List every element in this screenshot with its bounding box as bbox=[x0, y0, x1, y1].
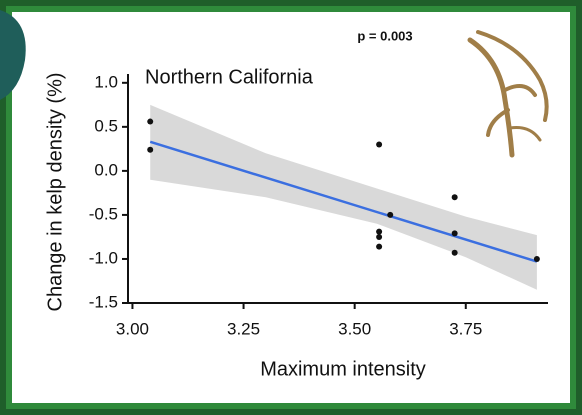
x-tick-label: 3.50 bbox=[338, 319, 371, 338]
data-point bbox=[376, 141, 383, 148]
data-point bbox=[533, 255, 540, 262]
data-point bbox=[376, 233, 383, 240]
confidence-band bbox=[150, 104, 537, 290]
y-tick-label: 1.0 bbox=[94, 72, 118, 91]
data-point bbox=[451, 249, 458, 256]
data-point bbox=[451, 230, 458, 237]
y-tick-label: 0.5 bbox=[94, 116, 118, 135]
data-point bbox=[376, 243, 383, 250]
x-tick-label: 3.00 bbox=[116, 319, 149, 338]
chart-title: Northern California bbox=[145, 66, 314, 88]
data-point bbox=[147, 146, 154, 153]
y-tick-label: -1.5 bbox=[89, 292, 118, 311]
p-value: p = 0.003 bbox=[357, 28, 412, 43]
y-tick-label: 0.0 bbox=[94, 160, 118, 179]
frame-inner bbox=[6, 6, 576, 409]
data-point bbox=[376, 228, 383, 235]
x-tick-label: 3.25 bbox=[227, 319, 260, 338]
data-point bbox=[451, 194, 458, 201]
x-axis-label: Maximum intensity bbox=[260, 358, 426, 380]
x-tick-label: 3.75 bbox=[449, 319, 482, 338]
corner-decoration bbox=[0, 10, 26, 100]
y-tick-label: -1.0 bbox=[89, 248, 118, 267]
y-tick-label: -0.5 bbox=[89, 204, 118, 223]
data-point bbox=[147, 118, 154, 125]
fit-line bbox=[149, 140, 538, 263]
y-axis-label: Change in kelp density (%) bbox=[44, 72, 66, 311]
data-point bbox=[387, 211, 394, 218]
kelp-illustration bbox=[467, 30, 549, 158]
